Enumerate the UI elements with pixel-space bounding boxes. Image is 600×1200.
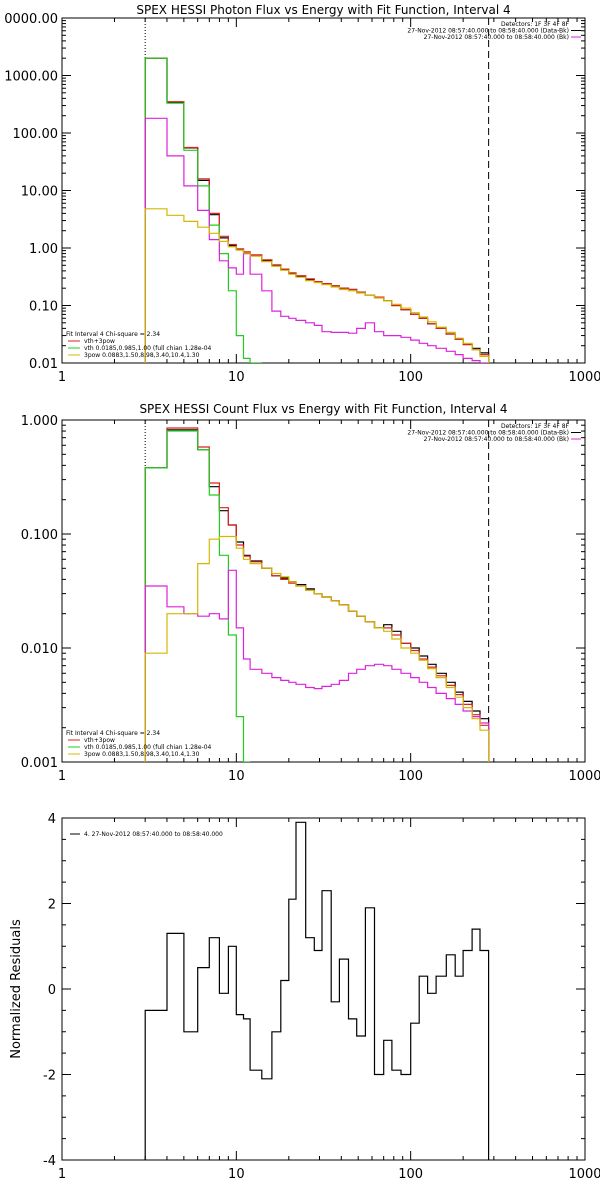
series-group	[144, 57, 490, 363]
legend-entry: vth+3pow	[84, 737, 115, 744]
y-tick-label: 10.00	[21, 185, 58, 200]
y-tick-label: 0.01	[29, 357, 58, 372]
series-line-2	[144, 57, 490, 363]
x-tick-label: 1000	[568, 1167, 600, 1182]
plot-frame	[61, 419, 586, 763]
x-tick-label: 1000	[568, 370, 600, 385]
series-line-1	[144, 57, 490, 363]
legend-entry: 3pow 0.0883,1.50,8.98,3.40,10.4,1.30	[84, 352, 200, 359]
series-line-5	[144, 535, 490, 762]
chart-panel-1: SPEX HESSI Photon Flux vs Energy with Fi…	[4, 3, 600, 385]
x-tick-label: 1	[58, 769, 66, 784]
series-group	[144, 427, 490, 762]
x-tick-label: 10	[228, 1167, 245, 1182]
chart-title: SPEX HESSI Count Flux vs Energy with Fit…	[139, 402, 507, 416]
y-tick-label: 100.00	[13, 127, 59, 142]
legend-entry: vth+3pow	[84, 338, 115, 345]
info-line: 27-Nov-2012 08:57:40.000 to 08:58:40.000…	[407, 28, 569, 35]
y-tick-label: 0.010	[21, 642, 58, 657]
y-tick-label: 0.001	[21, 756, 58, 771]
series-line-2	[144, 427, 490, 762]
y-tick-label: 2	[48, 898, 56, 913]
info-line: 27-Nov-2012 08:57:40.000 to 08:58:40.000…	[424, 436, 569, 443]
series-line-1	[144, 429, 490, 762]
x-tick-label: 10	[228, 370, 245, 385]
x-tick-label: 1000	[568, 769, 600, 784]
legend-entry: vth 0.0185,0.985,1.00 (full chian 1.28e-…	[84, 744, 212, 751]
info-line: Detectors: 1F 3F 4F 8F	[501, 21, 570, 28]
chart-title: SPEX HESSI Photon Flux vs Energy with Fi…	[136, 3, 510, 17]
legend-entry: 3pow 0.0883,1.50,8.98,3.40,10.4,1.30	[84, 751, 200, 758]
y-tick-label: 0000.00	[4, 12, 58, 27]
y-tick-label: 1000.00	[4, 70, 58, 85]
x-tick-label: 1	[58, 1167, 66, 1182]
y-axis-label: Normalized Residuals	[9, 919, 24, 1059]
y-tick-label: 1.000	[21, 414, 58, 429]
x-tick-label: 100	[398, 1167, 423, 1182]
y-tick-label: -2	[43, 1069, 56, 1084]
x-tick-label: 100	[398, 769, 423, 784]
series-line-4	[144, 117, 489, 363]
series-line-3	[144, 57, 262, 363]
series-line-4	[144, 569, 490, 762]
series-line-3	[144, 430, 251, 762]
y-tick-label: 1.00	[29, 242, 58, 257]
legend-box: Fit Interval 4 Chi-square = 2.34vth+3pow…	[66, 331, 212, 359]
info-line: 27-Nov-2012 08:57:40.000 to 08:58:40.000…	[424, 34, 569, 41]
x-tick-label: 100	[398, 370, 423, 385]
legend-box: 4. 27-Nov-2012 08:57:40.000 to 08:58:40.…	[70, 831, 223, 838]
x-tick-label: 10	[228, 769, 245, 784]
y-tick-label: 0.100	[21, 528, 58, 543]
series-group	[144, 821, 490, 1160]
info-line: 27-Nov-2012 08:57:40.000 to 08:58:40.000…	[407, 430, 569, 437]
y-tick-label: 0	[48, 983, 56, 998]
x-tick-label: 1	[58, 370, 66, 385]
chart-panel-3: 1 10 100 1000 -4 -2 0 2 4 Normalized Residuals 4. …	[9, 812, 600, 1182]
legend-entry: 4. 27-Nov-2012 08:57:40.000 to 08:58:40.…	[84, 831, 223, 838]
series-line-5	[144, 208, 490, 363]
y-tick-label: 4	[48, 812, 56, 827]
y-tick-label: -4	[43, 1154, 56, 1169]
legend-entry: Fit Interval 4 Chi-square = 2.34	[66, 331, 160, 338]
legend-entry: Fit Interval 4 Chi-square = 2.34	[66, 730, 160, 737]
plot-frame	[61, 817, 586, 1161]
legend-box: Fit Interval 4 Chi-square = 2.34vth+3pow…	[66, 730, 212, 758]
legend-entry: vth 0.0185,0.985,1.00 (full chian 1.28e-…	[84, 345, 212, 352]
y-tick-label: 0.10	[29, 300, 58, 315]
info-line: Detectors: 1F 3F 4F 8F	[501, 423, 570, 430]
chart-panel-2: SPEX HESSI Count Flux vs Energy with Fit…	[21, 402, 600, 784]
plot-frame	[61, 17, 586, 364]
series-line-1	[144, 821, 490, 1160]
